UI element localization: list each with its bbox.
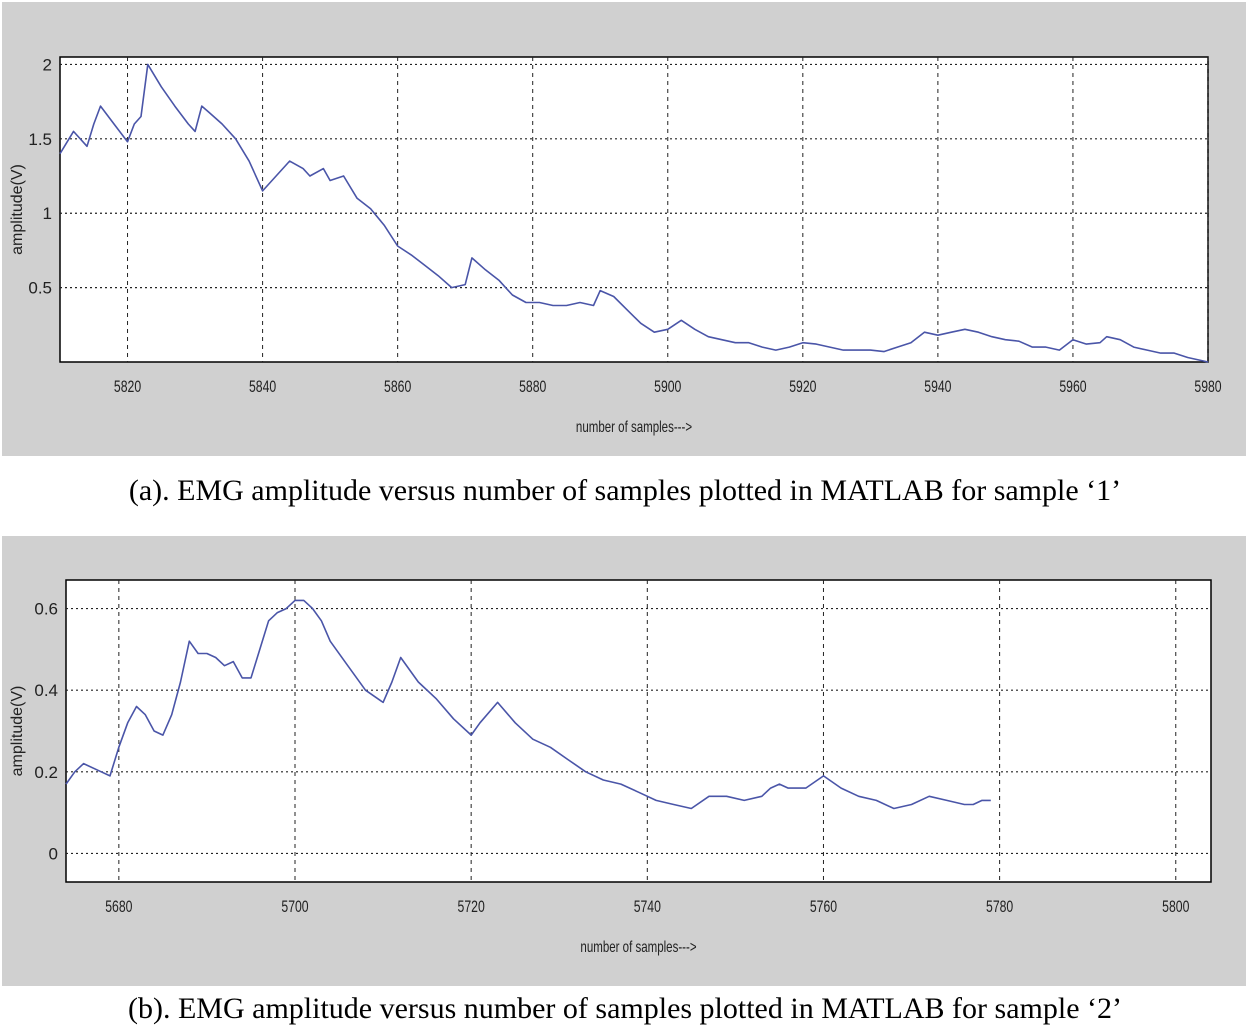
x-tick-label: 5760 bbox=[810, 898, 837, 916]
y-tick-label: 0 bbox=[49, 844, 58, 863]
x-tick-label: 5800 bbox=[1162, 898, 1189, 916]
plot-area bbox=[65, 579, 1212, 883]
chart-b-svg: 5680 5700 5720 5740 5760 5780 5800 0 0.2 0.4 0.6 nu… bbox=[9, 579, 1212, 955]
y-tick-label: 0.4 bbox=[34, 681, 58, 700]
chart-panel-b: 5680 5700 5720 5740 5760 5780 5800 0 0.2 0.4 0.6 nu… bbox=[2, 536, 1246, 986]
chart-panel-a: 5820 5840 5860 5880 5900 5920 5940 5960 5980 0.5 1… bbox=[2, 2, 1246, 456]
x-tick-label: 5840 bbox=[249, 378, 276, 396]
x-tick-label: 5740 bbox=[634, 898, 661, 916]
y-tick-label: 2 bbox=[43, 55, 52, 74]
x-tick-label: 5960 bbox=[1059, 378, 1086, 396]
x-tick-label: 5780 bbox=[986, 898, 1013, 916]
x-tick-label: 5700 bbox=[281, 898, 308, 916]
y-tick-label: 0.2 bbox=[34, 763, 58, 782]
chart-a-svg: 5820 5840 5860 5880 5900 5920 5940 5960 5980 0.5 1… bbox=[9, 55, 1222, 435]
x-tick-label: 5860 bbox=[384, 378, 411, 396]
x-tick-label: 5680 bbox=[105, 898, 132, 916]
x-tick-label: 5820 bbox=[114, 378, 141, 396]
emg-series-line bbox=[59, 63, 1209, 363]
x-axis-label: number of samples---> bbox=[580, 937, 696, 955]
x-axis-label: number of samples---> bbox=[576, 417, 692, 435]
x-tick-label: 5720 bbox=[458, 898, 485, 916]
y-tick-label: 0.6 bbox=[34, 600, 58, 619]
plot-area bbox=[59, 56, 1209, 363]
emg-series-line bbox=[65, 599, 991, 810]
chart-caption-b: (b). EMG amplitude versus number of samp… bbox=[128, 992, 1122, 1025]
y-tick-label: 0.5 bbox=[28, 279, 52, 298]
y-axis-label: amplitude(V) bbox=[9, 686, 26, 777]
x-tick-label: 5980 bbox=[1194, 378, 1221, 396]
x-tick-label: 5900 bbox=[654, 378, 681, 396]
y-tick-label: 1.5 bbox=[28, 130, 52, 149]
y-tick-label: 1 bbox=[43, 204, 52, 223]
x-tick-label: 5920 bbox=[789, 378, 816, 396]
x-tick-label: 5940 bbox=[924, 378, 951, 396]
y-axis-label: amplitude(V) bbox=[9, 164, 26, 255]
chart-caption-a: (a). EMG amplitude versus number of samp… bbox=[128, 474, 1122, 507]
x-tick-label: 5880 bbox=[519, 378, 546, 396]
